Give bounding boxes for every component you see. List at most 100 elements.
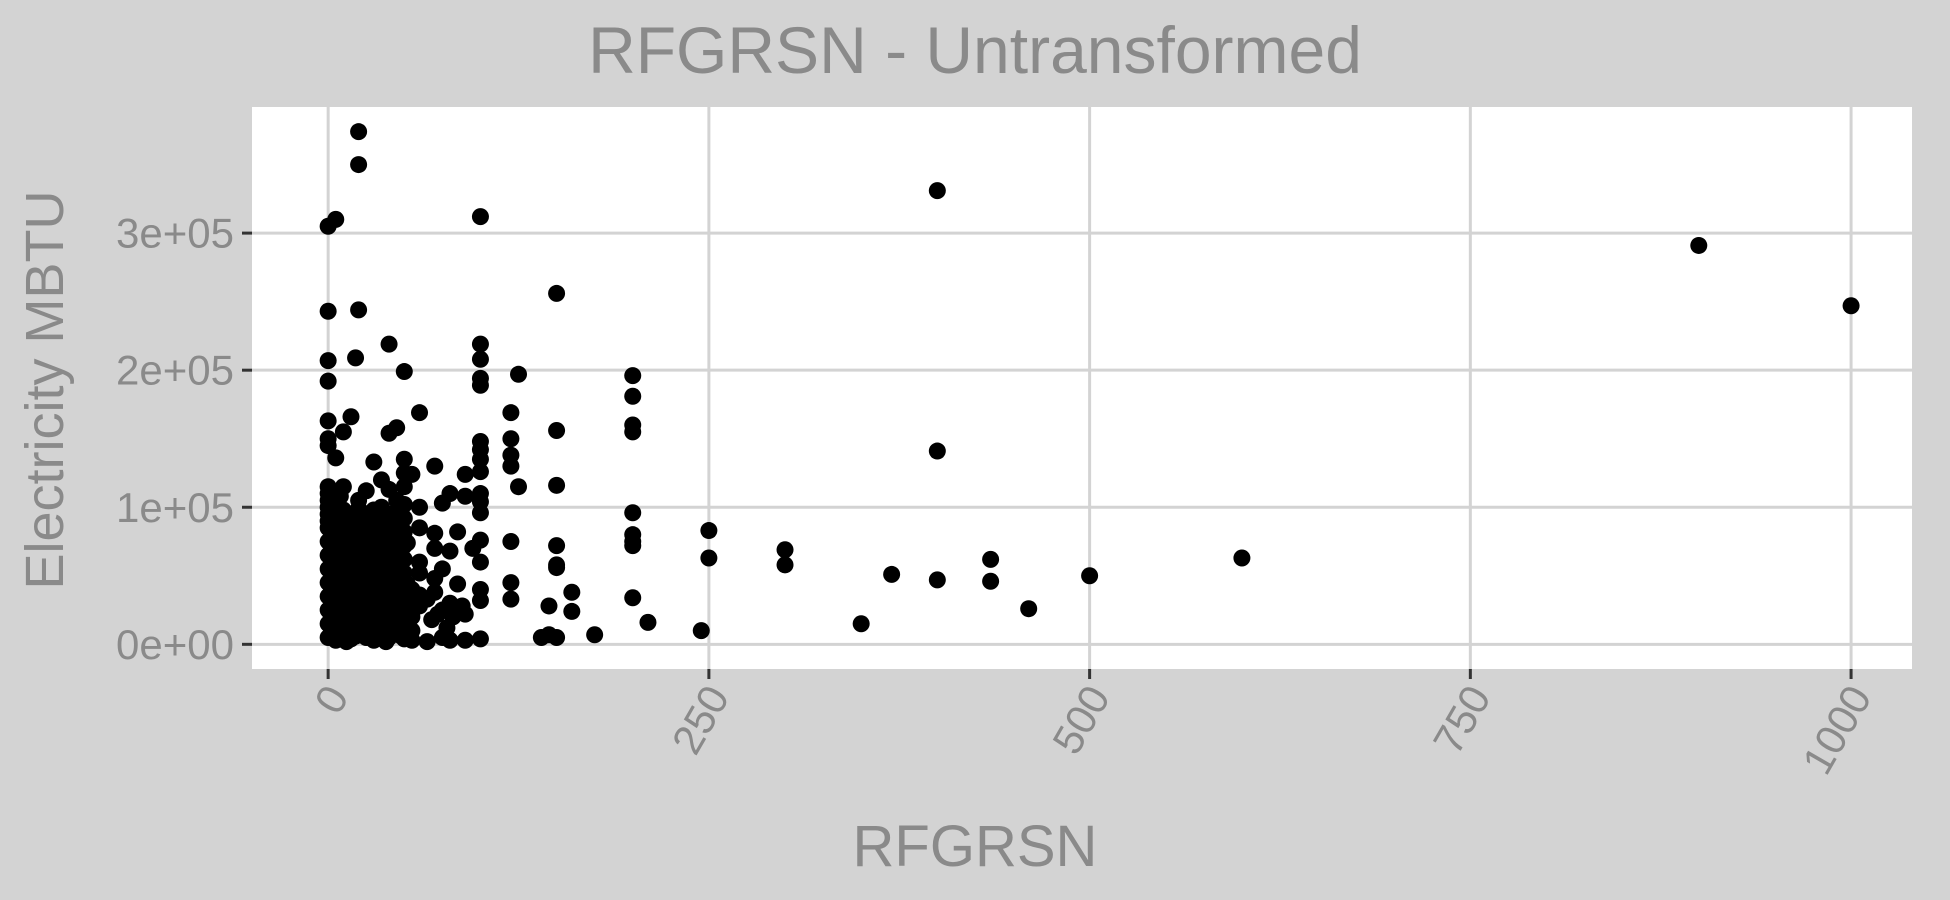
data-point bbox=[471, 504, 489, 522]
data-point bbox=[1690, 236, 1708, 254]
data-point bbox=[456, 631, 474, 649]
data-point bbox=[586, 626, 604, 644]
data-point bbox=[502, 430, 520, 448]
data-point bbox=[624, 423, 642, 441]
data-point bbox=[471, 208, 489, 226]
data-point bbox=[456, 487, 474, 505]
data-point bbox=[471, 450, 489, 468]
data-point bbox=[418, 590, 436, 608]
data-point bbox=[380, 424, 398, 442]
data-point bbox=[368, 531, 386, 549]
data-point bbox=[700, 522, 718, 540]
data-point bbox=[411, 519, 429, 537]
data-point bbox=[377, 550, 395, 568]
data-point bbox=[510, 478, 528, 496]
data-point bbox=[377, 633, 395, 651]
data-point bbox=[624, 504, 642, 522]
chart-title: RFGRSN - Untransformed bbox=[588, 13, 1362, 87]
data-point bbox=[350, 123, 368, 141]
data-point bbox=[350, 156, 368, 174]
data-point bbox=[395, 450, 413, 468]
x-tick-label: 500 bbox=[1043, 678, 1119, 762]
data-point bbox=[411, 564, 429, 582]
data-point bbox=[383, 564, 401, 582]
data-point bbox=[429, 605, 447, 623]
x-tick-label: 750 bbox=[1424, 678, 1500, 762]
plot-panel bbox=[252, 107, 1912, 669]
data-point bbox=[319, 372, 337, 390]
data-point bbox=[398, 575, 416, 593]
data-point bbox=[852, 615, 870, 633]
data-point bbox=[502, 457, 520, 475]
data-point bbox=[548, 284, 566, 302]
data-point bbox=[433, 494, 451, 512]
data-point bbox=[327, 449, 345, 467]
data-point bbox=[327, 210, 345, 228]
data-point bbox=[464, 539, 482, 557]
data-point bbox=[368, 613, 386, 631]
data-point bbox=[383, 523, 401, 541]
data-point bbox=[347, 349, 365, 367]
data-point bbox=[418, 633, 436, 651]
data-point bbox=[441, 542, 459, 560]
data-point bbox=[700, 549, 718, 567]
data-point bbox=[471, 376, 489, 394]
data-point bbox=[471, 591, 489, 609]
data-point bbox=[398, 534, 416, 552]
data-point bbox=[548, 628, 566, 646]
y-tick-label: 3e+05 bbox=[116, 210, 234, 257]
x-tick-label: 0 bbox=[305, 678, 357, 722]
data-point bbox=[471, 335, 489, 353]
data-point bbox=[368, 572, 386, 590]
x-tick-label: 250 bbox=[663, 678, 739, 762]
data-point bbox=[456, 465, 474, 483]
data-point bbox=[1233, 549, 1251, 567]
data-point bbox=[624, 367, 642, 385]
y-tick-label: 0e+00 bbox=[116, 621, 234, 668]
data-point bbox=[383, 605, 401, 623]
data-point bbox=[1842, 297, 1860, 315]
data-point bbox=[411, 498, 429, 516]
data-point bbox=[540, 597, 558, 615]
data-point bbox=[502, 533, 520, 551]
data-point bbox=[395, 478, 413, 496]
data-point bbox=[377, 591, 395, 609]
data-point bbox=[548, 559, 566, 577]
y-tick-label: 1e+05 bbox=[116, 484, 234, 531]
data-point bbox=[1020, 600, 1038, 618]
data-point bbox=[426, 457, 444, 475]
data-point bbox=[563, 602, 581, 620]
data-point bbox=[776, 556, 794, 574]
data-point bbox=[776, 541, 794, 559]
data-point bbox=[350, 301, 368, 319]
data-point bbox=[471, 630, 489, 648]
data-point bbox=[502, 404, 520, 422]
data-point bbox=[449, 575, 467, 593]
data-point bbox=[334, 423, 352, 441]
data-point bbox=[395, 464, 413, 482]
data-point bbox=[928, 571, 946, 589]
data-point bbox=[502, 574, 520, 592]
data-point bbox=[624, 537, 642, 555]
data-point bbox=[319, 302, 337, 320]
data-point bbox=[548, 537, 566, 555]
data-point bbox=[471, 553, 489, 571]
data-point bbox=[347, 504, 365, 522]
y-tick-label: 2e+05 bbox=[116, 347, 234, 394]
data-point bbox=[319, 352, 337, 370]
data-point bbox=[982, 550, 1000, 568]
data-point bbox=[510, 365, 528, 383]
data-point bbox=[331, 523, 349, 541]
data-point bbox=[331, 509, 349, 527]
data-point bbox=[426, 524, 444, 542]
data-point bbox=[392, 504, 410, 522]
data-point bbox=[548, 421, 566, 439]
data-point bbox=[365, 453, 383, 471]
data-point bbox=[331, 564, 349, 582]
data-point bbox=[883, 565, 901, 583]
data-point bbox=[639, 613, 657, 631]
data-point bbox=[548, 476, 566, 494]
data-point bbox=[471, 463, 489, 481]
